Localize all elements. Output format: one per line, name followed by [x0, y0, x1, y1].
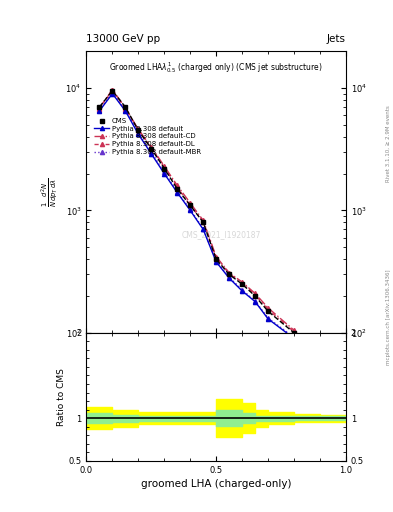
Text: Jets: Jets: [327, 33, 346, 44]
Legend: CMS, Pythia 8.308 default, Pythia 8.308 default-CD, Pythia 8.308 default-DL, Pyt: CMS, Pythia 8.308 default, Pythia 8.308 …: [92, 117, 202, 156]
Text: 13000 GeV pp: 13000 GeV pp: [86, 33, 161, 44]
Text: CMS_2021_I1920187: CMS_2021_I1920187: [182, 230, 261, 239]
Y-axis label: $\frac{1}{N}\frac{d^{2}N}{dp_{T}\,d\lambda}$: $\frac{1}{N}\frac{d^{2}N}{dp_{T}\,d\lamb…: [39, 177, 60, 207]
X-axis label: groomed LHA (charged-only): groomed LHA (charged-only): [141, 479, 291, 489]
Text: Groomed LHA$\lambda^{1}_{0.5}$ (charged only) (CMS jet substructure): Groomed LHA$\lambda^{1}_{0.5}$ (charged …: [109, 60, 323, 75]
Text: Rivet 3.1.10, ≥ 2.9M events: Rivet 3.1.10, ≥ 2.9M events: [386, 105, 391, 182]
Text: mcplots.cern.ch [arXiv:1306.3436]: mcplots.cern.ch [arXiv:1306.3436]: [386, 270, 391, 365]
Y-axis label: Ratio to CMS: Ratio to CMS: [57, 368, 66, 426]
